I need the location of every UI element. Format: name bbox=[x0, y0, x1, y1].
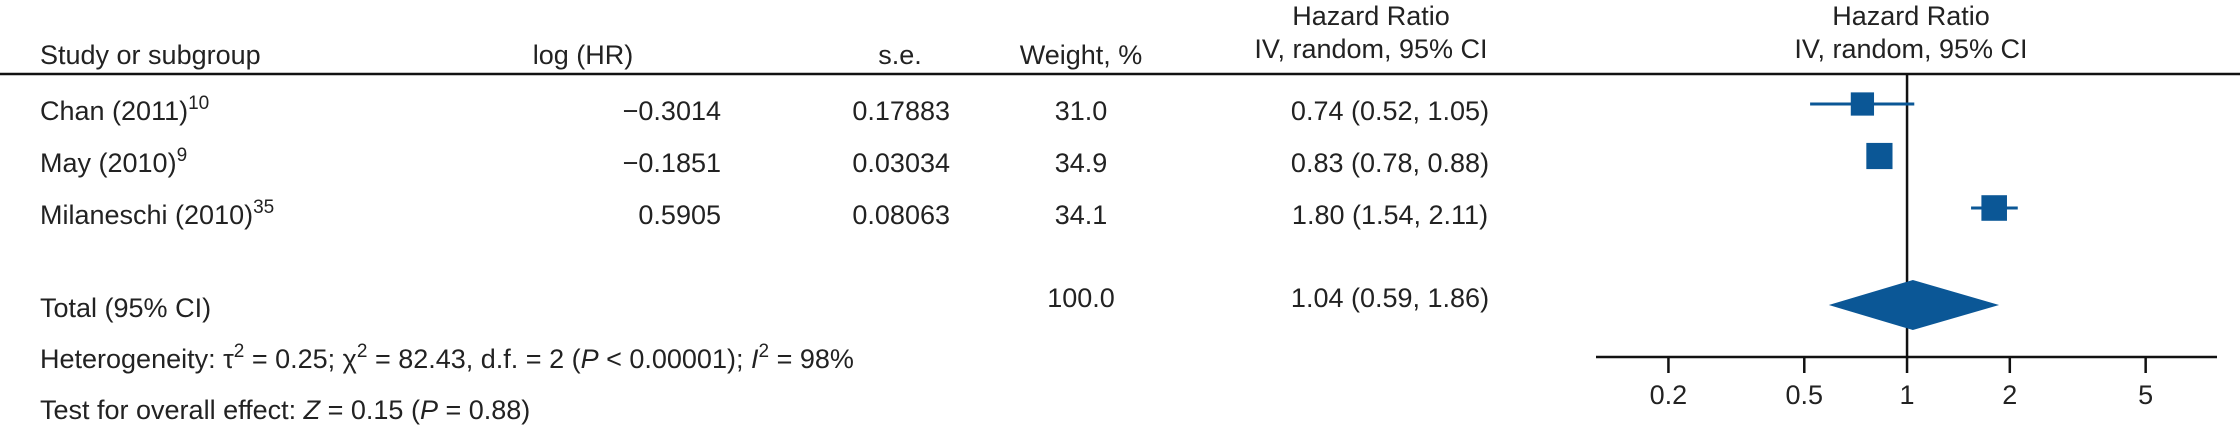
hazard-ratio: 0.83 (0.78, 0.88) bbox=[1291, 148, 1489, 178]
text-part: = 0.25; χ bbox=[244, 344, 357, 374]
total-hazard-ratio: 1.04 (0.59, 1.86) bbox=[1291, 283, 1489, 313]
x-tick-label: 1 bbox=[1900, 380, 1915, 410]
x-tick-label: 0.2 bbox=[1650, 380, 1688, 410]
log-hr: 0.5905 bbox=[638, 200, 721, 230]
reference-number: 10 bbox=[188, 93, 209, 114]
total-weight: 100.0 bbox=[1047, 283, 1115, 313]
text-part: = 98% bbox=[769, 344, 854, 374]
text-part: < 0.00001); bbox=[599, 344, 751, 374]
text-part: 2 bbox=[234, 341, 245, 362]
text-part: = 0.88) bbox=[438, 395, 530, 425]
reference-number: 9 bbox=[177, 145, 188, 166]
text-part: Z bbox=[303, 395, 322, 425]
overall-effect: Test for overall effect: Z = 0.15 (P = 0… bbox=[40, 395, 530, 425]
reference-number: 35 bbox=[253, 197, 274, 218]
text-part: = 0.15 ( bbox=[320, 395, 420, 425]
column-header: s.e. bbox=[878, 40, 922, 70]
text-part: 2 bbox=[357, 341, 368, 362]
study-label: Milaneschi (2010) bbox=[40, 200, 253, 230]
text-part: Heterogeneity: τ bbox=[40, 344, 234, 374]
column-header: Weight, % bbox=[1020, 40, 1143, 70]
text-part: 2 bbox=[758, 341, 769, 362]
text-part: Test for overall effect: bbox=[40, 395, 304, 425]
study-label: Chan (2011) bbox=[40, 96, 188, 126]
weight: 31.0 bbox=[1055, 96, 1108, 126]
x-tick-label: 2 bbox=[2002, 380, 2017, 410]
text-part: P bbox=[420, 395, 438, 425]
study-name: Chan (2011)10 bbox=[40, 93, 209, 126]
standard-error: 0.03034 bbox=[852, 148, 950, 178]
column-header: IV, random, 95% CI bbox=[1254, 34, 1487, 64]
summary-diamond bbox=[1828, 280, 2000, 330]
log-hr: −0.1851 bbox=[623, 148, 721, 178]
text-part: P bbox=[581, 344, 599, 374]
study-name: Milaneschi (2010)35 bbox=[40, 197, 274, 230]
column-header: Hazard Ratio bbox=[1292, 1, 1450, 31]
hazard-ratio: 1.80 (1.54, 2.11) bbox=[1292, 200, 1488, 230]
standard-error: 0.17883 bbox=[852, 96, 950, 126]
x-tick-label: 5 bbox=[2138, 380, 2153, 410]
text-part: I bbox=[751, 344, 759, 374]
text-part: = 82.43, d.f. = 2 ( bbox=[367, 344, 580, 374]
total-label: Total (95% CI) bbox=[40, 293, 211, 323]
column-header: Hazard Ratio bbox=[1832, 1, 1990, 31]
effect-box bbox=[1866, 142, 1893, 170]
column-header: log (HR) bbox=[533, 40, 634, 70]
effect-box bbox=[1850, 92, 1875, 116]
study-label: May (2010) bbox=[40, 148, 177, 178]
hazard-ratio: 0.74 (0.52, 1.05) bbox=[1291, 96, 1489, 126]
weight: 34.9 bbox=[1055, 148, 1108, 178]
study-name: May (2010)9 bbox=[40, 145, 187, 178]
effect-box bbox=[1981, 195, 2007, 221]
heterogeneity: Heterogeneity: τ2 = 0.25; χ2 = 82.43, d.… bbox=[40, 341, 854, 374]
column-header: IV, random, 95% CI bbox=[1794, 34, 2027, 64]
log-hr: −0.3014 bbox=[623, 96, 721, 126]
weight: 34.1 bbox=[1055, 200, 1108, 230]
x-tick-label: 0.5 bbox=[1786, 380, 1824, 410]
column-header: Study or subgroup bbox=[40, 40, 261, 70]
standard-error: 0.08063 bbox=[852, 200, 950, 230]
